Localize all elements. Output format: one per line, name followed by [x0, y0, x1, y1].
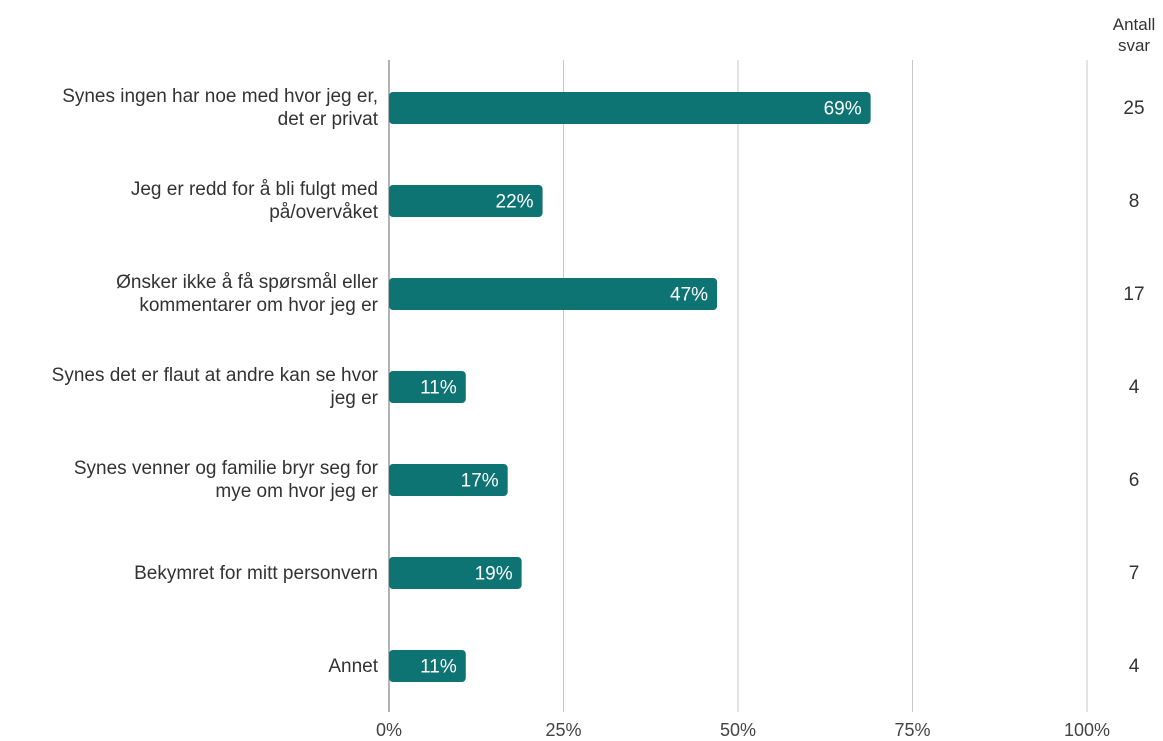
count-value: 4	[1128, 655, 1140, 677]
bar-value-label: 22%	[496, 192, 534, 213]
x-tick-label: 75%	[894, 720, 931, 740]
bar-value-label: 47%	[670, 285, 708, 306]
category-label: Synes venner og familie bryr seg for mye …	[73, 458, 378, 502]
bar-value-label: 11%	[420, 378, 457, 399]
count-value: 17	[1123, 283, 1145, 305]
x-tick-label: 25%	[545, 720, 582, 740]
category-label: Bekymret for mitt personvern	[134, 562, 378, 584]
bar-value-label: 11%	[420, 657, 457, 678]
category-label: Jeg er redd for å bli fulgt med på/overvå…	[130, 179, 378, 223]
bar	[389, 557, 522, 589]
bar-value-label: 17%	[461, 471, 499, 492]
count-value: 8	[1128, 190, 1140, 212]
bar	[389, 464, 508, 496]
bar	[389, 185, 543, 217]
x-tick-label: 100%	[1063, 720, 1111, 740]
bar	[389, 92, 871, 124]
category-label: Synes det er flaut at andre kan se hvor j…	[51, 365, 378, 409]
counts-header: Antall svar	[1112, 15, 1156, 55]
count-value: 25	[1123, 97, 1145, 119]
x-tick-label: 50%	[719, 720, 757, 740]
count-value: 4	[1128, 376, 1140, 398]
bar-value-label: 19%	[475, 564, 513, 585]
bar	[389, 371, 466, 403]
category-label: Ønsker ikke å få spørsmål eller kommentar…	[116, 272, 378, 316]
bar-value-label: 69%	[824, 99, 862, 120]
category-label: Synes ingen har noe med hvor jeg er, det …	[62, 86, 378, 130]
count-value: 6	[1128, 469, 1140, 491]
bar	[389, 650, 466, 682]
count-value: 7	[1128, 562, 1140, 584]
category-label: Annet	[328, 655, 378, 677]
bar	[389, 278, 718, 310]
x-tick-label: 0%	[375, 720, 402, 740]
